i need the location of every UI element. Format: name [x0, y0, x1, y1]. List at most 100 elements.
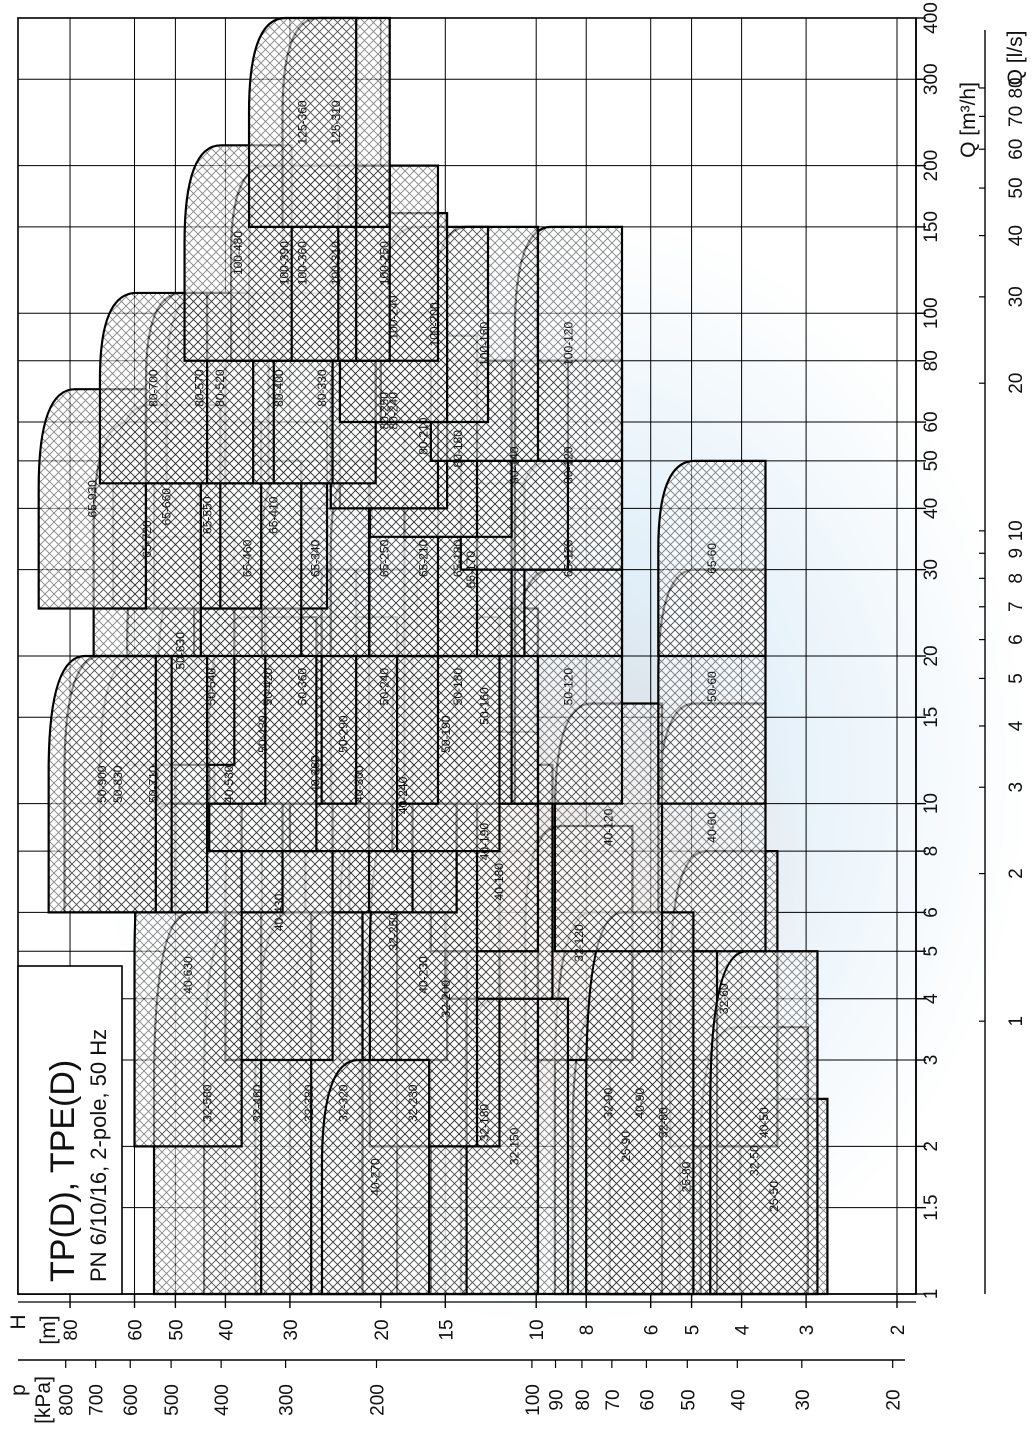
zone-label-125-360: 125-360 [296, 100, 310, 144]
zone-label-80-240: 80-240 [387, 392, 401, 430]
h-m-tick-label: 30 [281, 1319, 302, 1340]
h-m-tick-label: 8 [577, 1325, 598, 1336]
q-m3h-tick-label: 6 [921, 907, 942, 918]
q-m3h-tick-label: 150 [921, 211, 942, 243]
p-kpa-tick-label: 500 [162, 1384, 183, 1416]
zone-label-100-250: 100-250 [377, 241, 391, 285]
zone-label-32-50: 32-50 [747, 1145, 761, 1176]
pump-zone-50-900 [47, 654, 157, 914]
q-m3h-tick-label: 200 [921, 150, 942, 182]
zone-label-80-180: 80-180 [451, 430, 465, 468]
chart-subtitle: PN 6/10/16, 2-pole, 50 Hz [86, 1029, 111, 1282]
zone-label-80-330: 80-330 [315, 369, 329, 407]
chart-title: TP(D), TPE(D) [44, 1060, 82, 1282]
zone-label-65-660: 65-660 [160, 488, 174, 526]
q-m3h-tick-label: 1 [921, 1289, 942, 1300]
h-axis-unit: [m] [37, 1315, 60, 1344]
q-m3h-tick-label: 4 [921, 993, 942, 1004]
zone-label-100-240: 100-240 [387, 295, 401, 339]
p-kpa-tick-label: 50 [678, 1389, 699, 1410]
zone-label-65-250: 65-250 [377, 539, 391, 577]
zone-label-32-230: 32-230 [406, 1084, 420, 1122]
p-kpa-tick-label: 70 [603, 1389, 624, 1410]
zone-label-32-90: 32-90 [601, 1088, 615, 1119]
zone-label-50-290: 50-290 [336, 715, 350, 753]
p-kpa-tick-label: 100 [523, 1384, 544, 1416]
q-ls-tick-label: 8 [1006, 573, 1027, 584]
zone-label-50-240: 50-240 [377, 668, 391, 706]
zone-label-32-460: 32-460 [251, 1084, 265, 1122]
zone-label-40-430: 40-430 [272, 893, 286, 931]
zone-label-40-190: 40-190 [477, 823, 491, 861]
zone-label-80-520: 80-520 [213, 369, 227, 407]
zone-label-40-360: 40-360 [308, 755, 322, 793]
zone-label-50-430: 50-430 [256, 715, 270, 753]
zone-label-50-160: 50-160 [477, 687, 491, 725]
q-axis: 11.5234568101520304050608010015020030040… [915, 2, 1027, 1300]
q-ls-tick-label: 3 [1006, 782, 1027, 793]
q-ls-tick-label: 6 [1006, 634, 1027, 645]
pump-zones [37, 16, 829, 1296]
zone-label-65-210: 65-210 [416, 539, 430, 577]
title-box: TP(D), TPE(D) PN 6/10/16, 2-pole, 50 Hz [17, 965, 123, 1295]
q-m3h-tick-label: 80 [921, 350, 942, 371]
zone-label-50-900: 50-900 [95, 765, 109, 803]
pump-zone-40-270 [320, 1058, 431, 1296]
q-m3h-tick-label: 15 [921, 707, 942, 728]
zone-label-25-80: 25-80 [679, 1161, 693, 1192]
p-kpa-tick-label: 800 [57, 1384, 78, 1416]
q-ls-tick-label: 60 [1006, 139, 1027, 160]
pump-zone-labels: 25-50 25-80 25-90 32-50 32-60 32-80 32-90 32-12… [85, 100, 781, 1212]
zone-label-50-420: 50-420 [261, 668, 275, 706]
zone-label-32-60: 32-60 [717, 983, 731, 1014]
q-ls-tick-label: 40 [1006, 225, 1027, 246]
zone-label-100-160: 100-160 [477, 322, 491, 366]
zone-label-50-630: 50-630 [174, 632, 188, 670]
h-m-tick-label: 60 [126, 1319, 147, 1340]
p-kpa-tick-label: 80 [573, 1389, 594, 1410]
q-m3h-tick-label: 300 [921, 63, 942, 95]
zone-label-100-360: 100-360 [296, 241, 310, 285]
zone-label-65-460: 65-460 [241, 539, 255, 577]
zone-label-65-120: 65-120 [561, 539, 575, 577]
zone-label-100-390: 100-390 [278, 241, 292, 285]
p-kpa-tick-label: 90 [547, 1389, 568, 1410]
zone-label-100-310: 100-310 [329, 241, 343, 285]
q-ls-tick-label: 1 [1006, 1016, 1027, 1027]
zone-label-80-250: 80-250 [377, 392, 391, 430]
zone-label-80-210: 80-210 [416, 417, 430, 455]
q-ls-tick-label: 50 [1006, 177, 1027, 198]
p-kpa-tick-label: 30 [793, 1389, 814, 1410]
q-ls-tick-label: 4 [1006, 720, 1027, 731]
q-m3h-tick-label: 3 [921, 1055, 942, 1066]
p-kpa-tick-label: 200 [368, 1384, 389, 1416]
h-m-tick-label: 15 [436, 1319, 457, 1340]
zone-label-40-50: 40-50 [757, 1107, 771, 1138]
zone-label-80-400: 80-400 [272, 369, 286, 407]
zone-label-65-180: 65-180 [451, 539, 465, 577]
zone-label-40-180: 40-180 [492, 863, 506, 901]
zone-label-80-700: 80-700 [147, 369, 161, 407]
h-m-tick-label: 2 [888, 1325, 909, 1336]
p-axis-unit: [kPa] [32, 1376, 55, 1424]
zone-label-32-180: 32-180 [477, 1104, 491, 1142]
h-m-tick-label: 4 [733, 1324, 754, 1335]
h-axis: 2 3 4 5 6 8 10 15 20 30 40 50 60 80 H [m] 20 30 40 50 60 70 80… [7, 1293, 916, 1424]
zone-label-80-140: 80-140 [507, 446, 521, 484]
p-kpa-tick-label: 20 [884, 1389, 905, 1410]
q-m3h-tick-label: 5 [921, 946, 942, 957]
zone-label-100-120: 100-120 [561, 322, 575, 366]
q-m3h-axis-title: Q [m³/h] [957, 82, 980, 158]
pump-zone-80-700 [98, 291, 209, 485]
h-m-tick-label: 3 [797, 1325, 818, 1336]
zone-label-32-150: 32-150 [507, 1127, 521, 1165]
q-m3h-tick-label: 50 [921, 450, 942, 471]
zone-label-25-50: 25-50 [767, 1181, 781, 1212]
q-m3h-tick-label: 20 [921, 645, 942, 666]
q-m3h-tick-label: 2 [921, 1141, 942, 1152]
p-kpa-tick-label: 40 [728, 1389, 749, 1410]
q-m3h-tick-label: 400 [921, 2, 942, 34]
h-m-tick-label: 5 [683, 1325, 704, 1336]
zone-label-40-300: 40-300 [352, 765, 366, 803]
zone-label-50-710: 50-710 [147, 765, 161, 803]
